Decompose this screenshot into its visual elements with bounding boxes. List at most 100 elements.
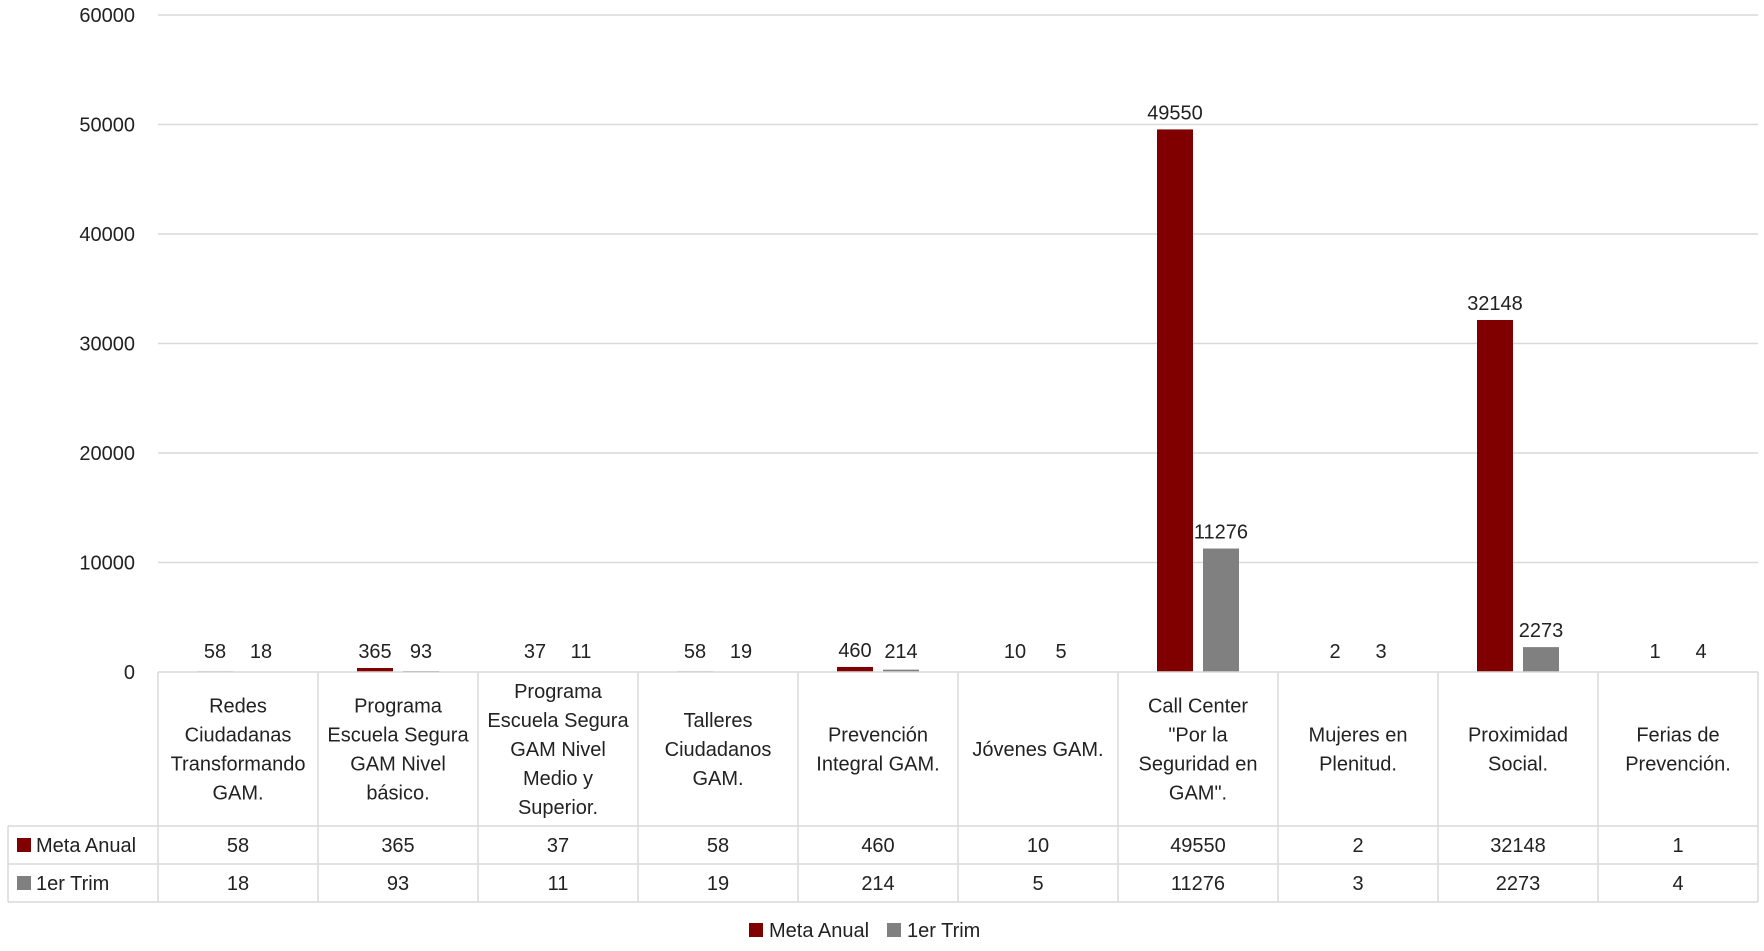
category-label: Programa Escuela Segura GAM Nivel Medio y Su… [487,681,629,819]
category-label-line: básico. [366,783,429,805]
table-cell-value: 1 [1672,835,1683,857]
data-label-1er-trim: 5 [1055,641,1066,663]
bar-meta-anual [837,666,873,672]
category-label-line: Jóvenes GAM. [972,739,1103,761]
table-cell-value: 214 [861,873,894,895]
category-label-line: Call Center [1148,696,1248,718]
category-label-line: Programa [514,681,603,703]
table-series-name: 1er Trim [36,873,109,895]
category-label-line: Proximidad [1468,725,1568,747]
category-label-line: Transformando [171,754,306,776]
bar-meta-anual [357,668,393,672]
table-legend-key [17,876,31,890]
y-tick-label: 0 [124,662,135,684]
y-tick-label: 60000 [79,5,135,27]
category-label: Call Center "Por la Seguridad en GAM". [1139,696,1258,805]
category-label-line: GAM Nivel [510,739,606,761]
y-tick-label: 10000 [79,553,135,575]
legend: Meta Anual 1er Trim [749,920,980,942]
category-label-line: Prevención [828,725,928,747]
category-label-line: "Por la [1168,725,1228,747]
table-cell-value: 11276 [1171,873,1225,895]
category-label-line: Redes [209,696,267,718]
data-label-meta-anual: 365 [358,641,391,663]
data-label-meta-anual: 37 [524,641,546,663]
category-label-line: Ferias de [1636,725,1719,747]
table-cell-value: 32148 [1490,835,1546,857]
gridlines [158,14,1758,564]
table-cell-value: 2 [1352,835,1363,857]
data-label-1er-trim: 18 [250,641,272,663]
category-label: Jóvenes GAM. [972,739,1103,761]
category-label-line: GAM. [692,768,743,790]
category-label-line: Programa [354,696,443,718]
data-label-1er-trim: 11 [571,641,592,663]
category-label-line: Ciudadanas [185,725,292,747]
category-label: Mujeres en Plenitud. [1309,725,1408,776]
bar-meta-anual [1157,129,1193,673]
category-label: Proximidad Social. [1468,725,1568,776]
table-cell-value: 37 [547,835,569,857]
category-label-line: Escuela Segura [487,710,629,732]
data-label-meta-anual: 10 [1004,641,1026,663]
category-label-line: GAM Nivel [350,754,446,776]
table-cell-value: 58 [227,835,249,857]
category-label-line: Superior. [518,797,598,819]
table-cell-value: 3 [1352,873,1363,895]
data-label-1er-trim: 2273 [1519,620,1564,642]
bar-1er-trim [1203,548,1239,672]
y-tick-label: 20000 [79,443,135,465]
table-cell-value: 2273 [1496,873,1541,895]
category-label-line: Seguridad en [1139,754,1258,776]
data-label-meta-anual: 460 [838,640,871,662]
legend-label: Meta Anual [769,920,869,942]
category-label-line: Prevención. [1625,754,1731,776]
legend-swatch [749,923,763,937]
category-label-line: Integral GAM. [816,754,939,776]
bar-meta-anual [1477,319,1513,672]
table-cell-value: 58 [707,835,729,857]
data-label-meta-anual: 58 [684,641,706,663]
data-label-1er-trim: 11276 [1194,522,1248,544]
category-label: Ferias de Prevención. [1625,725,1731,776]
table-cell-value: 10 [1027,835,1049,857]
table-cell-value: 49550 [1170,835,1226,857]
category-label-line: Social. [1488,754,1548,776]
table-cell-value: 460 [861,835,894,857]
bars [197,129,1719,673]
y-axis-ticks: 0 10000 20000 30000 40000 50000 60000 [79,5,135,684]
category-label-line: Plenitud. [1319,754,1397,776]
category-label-line: Talleres [684,710,753,732]
table-cell-value: 5 [1032,873,1043,895]
data-label-1er-trim: 214 [884,641,917,663]
data-label-1er-trim: 3 [1375,641,1386,663]
table-cell-value: 11 [548,873,569,895]
category-label-line: GAM. [212,783,263,805]
table-cell-value: 18 [227,873,249,895]
data-label-meta-anual: 1 [1649,641,1660,663]
data-label-1er-trim: 93 [410,641,432,663]
category-label: Programa Escuela Segura GAM Nivel básico. [327,696,469,805]
table-cell-value: 19 [707,873,729,895]
category-label-line: Mujeres en [1309,725,1408,747]
category-label: Prevención Integral GAM. [816,725,939,776]
data-label-meta-anual: 2 [1329,641,1340,663]
data-label-1er-trim: 19 [730,641,752,663]
data-label-meta-anual: 32148 [1467,293,1523,315]
category-label: Redes Ciudadanas Transformando GAM. [171,696,306,805]
data-label-1er-trim: 4 [1695,641,1706,663]
category-label-line: Ciudadanos [665,739,772,761]
data-label-meta-anual: 58 [204,641,226,663]
data-table: Redes Ciudadanas Transformando GAM. Programa… [7,671,1759,903]
table-cell-value: 4 [1672,873,1683,895]
table-series-name: Meta Anual [36,835,136,857]
legend-label: 1er Trim [907,920,980,942]
data-label-meta-anual: 49550 [1147,102,1203,124]
table-cell-value: 365 [381,835,414,857]
table-legend-key [17,838,31,852]
table-cell-value: 93 [387,873,409,895]
y-tick-label: 30000 [79,334,135,356]
bar-1er-trim [1523,647,1559,672]
data-labels: 58 365 37 58 460 10 49550 2 32148 1 18 93 11 19 214 5 11… [204,102,1707,663]
